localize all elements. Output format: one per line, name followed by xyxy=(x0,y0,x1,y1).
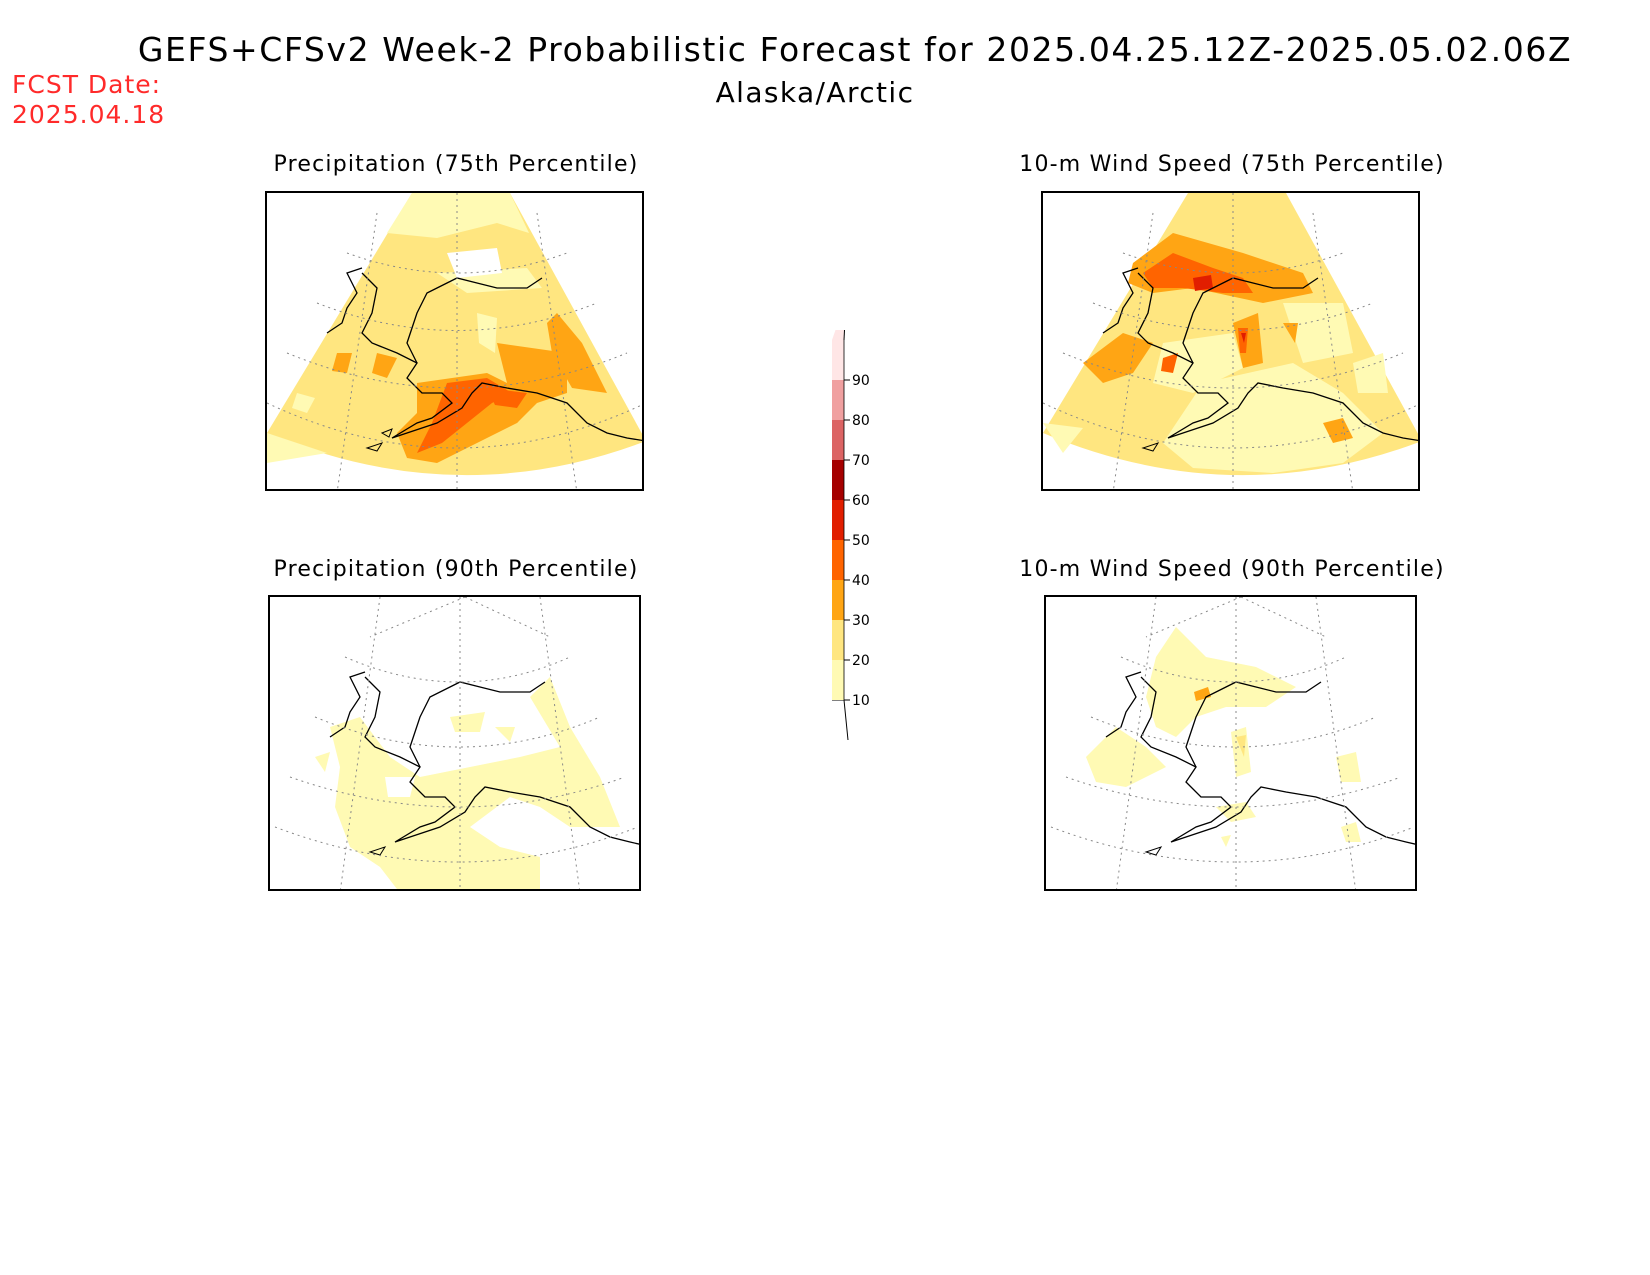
contour-10 xyxy=(477,313,497,353)
grid-lines xyxy=(274,597,639,889)
grid-lines xyxy=(1043,193,1418,489)
colorbar-swatch xyxy=(832,500,844,540)
contour-10 xyxy=(1221,835,1231,847)
colorbar-tick-label: 20 xyxy=(852,653,870,669)
contour-10 xyxy=(447,248,502,278)
contour-10 xyxy=(1283,303,1353,363)
colorbar-swatch xyxy=(832,420,844,460)
island-outline xyxy=(380,428,393,438)
grid-lines xyxy=(267,193,642,489)
coastline xyxy=(329,671,366,738)
contour-30 xyxy=(1283,323,1298,343)
wind-75-map xyxy=(1043,193,1418,489)
contour-10 xyxy=(450,712,485,732)
colorbar-swatch xyxy=(832,580,844,620)
contour-10 xyxy=(385,777,415,797)
color-legend: 10 20 30 40 50 60 70 80 90 xyxy=(832,330,870,741)
contour-40 xyxy=(1143,253,1253,293)
colorbar-top-tail xyxy=(832,330,845,340)
contour-10 xyxy=(1153,333,1243,393)
map-panel-wind-90 xyxy=(1044,595,1417,891)
colorbar-top-tail-edge xyxy=(843,330,846,341)
wind-90-map xyxy=(1050,597,1415,889)
contour-10 xyxy=(387,193,529,238)
panel-title-precip-90: Precipitation (90th Percentile) xyxy=(273,557,639,582)
colorbar-tick-label: 80 xyxy=(852,413,870,429)
contour-10 xyxy=(1353,353,1388,393)
domain-fill xyxy=(267,193,642,476)
contour-20 xyxy=(1236,735,1246,757)
contour-30 xyxy=(372,353,397,378)
contour-40 xyxy=(1161,353,1178,373)
contour-10 xyxy=(1231,727,1251,777)
grid-lines xyxy=(1050,597,1415,889)
panel-title-wind-90: 10-m Wind Speed (90th Percentile) xyxy=(1019,557,1445,582)
contour-10 xyxy=(292,393,315,413)
island-outline xyxy=(368,846,387,856)
panel-title-precip-75: Precipitation (75th Percentile) xyxy=(273,152,639,177)
contour-30 xyxy=(1194,687,1211,701)
colorbar-bottom-tail xyxy=(832,699,849,741)
colorbar-tick-label: 10 xyxy=(852,693,870,709)
contour-10 xyxy=(1341,822,1361,842)
forecast-date-label: FCST Date: xyxy=(12,70,162,99)
map-panel-precip-90 xyxy=(268,595,641,891)
colorbar-tick-label: 60 xyxy=(852,493,870,509)
contour-10 xyxy=(1163,363,1383,473)
colorbar-tick-label: 40 xyxy=(852,573,870,589)
colorbar-swatch xyxy=(832,660,844,700)
contour-10 xyxy=(495,727,515,742)
map-panel-precip-75 xyxy=(265,191,644,491)
forecast-date-value: 2025.04.18 xyxy=(12,100,166,129)
contour-30 xyxy=(1083,333,1153,383)
precip-75-map xyxy=(267,193,642,489)
contour-10 xyxy=(1043,423,1083,453)
contour-30 xyxy=(1323,418,1353,443)
contour-50 xyxy=(1241,333,1246,343)
coastline xyxy=(326,267,363,334)
island-outline xyxy=(365,442,384,452)
map-panel-wind-75 xyxy=(1041,191,1420,491)
contour-10 xyxy=(330,677,620,889)
coastline xyxy=(1102,267,1139,334)
coastline xyxy=(361,272,642,442)
coastline xyxy=(1137,272,1418,442)
panel-title-wind-75: 10-m Wind Speed (75th Percentile) xyxy=(1019,152,1445,177)
colorbar-swatch xyxy=(832,340,844,380)
colorbar-tick-label: 70 xyxy=(852,453,870,469)
contour-10 xyxy=(267,433,327,463)
map-title: GEFS+CFSv2 Week-2 Probabilistic Forecast… xyxy=(137,30,1573,69)
colorbar-tick-label: 30 xyxy=(852,613,870,629)
coastline xyxy=(1105,671,1142,738)
contour-30 xyxy=(332,353,352,373)
colorbar-swatch xyxy=(832,380,844,420)
colorbar-tick-label: 90 xyxy=(852,373,870,389)
island-outline xyxy=(1141,442,1160,452)
coastline xyxy=(364,676,639,845)
map-subtitle: Alaska/Arctic xyxy=(715,76,915,109)
island-outline xyxy=(1144,846,1163,856)
coastline xyxy=(1140,676,1415,845)
contour-10 xyxy=(1086,727,1166,787)
forecast-date: FCST Date: 2025.04.18 xyxy=(12,70,165,130)
contour-10 xyxy=(315,752,330,772)
contour-50 xyxy=(1193,275,1213,291)
contour-40 xyxy=(417,378,512,453)
colorbar-swatch xyxy=(832,620,844,660)
precip-90-map xyxy=(274,597,639,889)
contour-40 xyxy=(487,388,527,408)
colorbar-tick-label: 50 xyxy=(852,533,870,549)
contour-30 xyxy=(547,313,607,393)
contour-10 xyxy=(1336,752,1361,782)
colorbar-swatch xyxy=(832,540,844,580)
contour-30 xyxy=(1233,313,1263,368)
colorbar-swatch xyxy=(832,460,844,500)
